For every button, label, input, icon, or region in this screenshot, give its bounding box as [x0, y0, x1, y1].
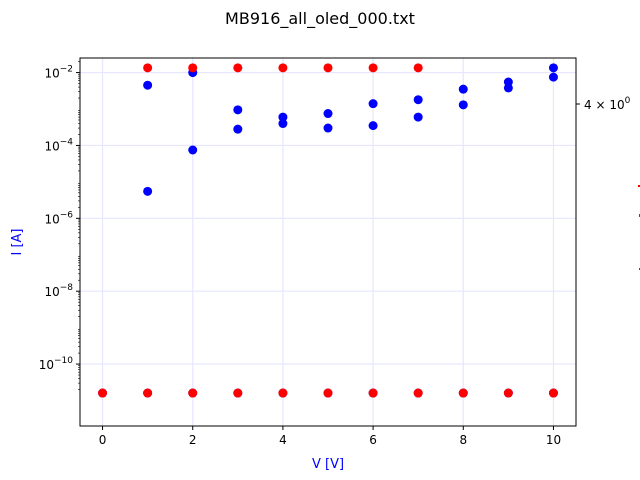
right-axis-point: [548, 388, 558, 398]
right-axis-point: [188, 388, 198, 398]
x-tick-label: 10: [546, 433, 561, 447]
current-point: [323, 123, 333, 133]
right-axis-point: [413, 63, 423, 73]
right-axis-point: [458, 388, 468, 398]
current-point: [233, 124, 243, 134]
right-axis-point: [413, 388, 423, 398]
current-point: [233, 105, 243, 115]
right-axis-point: [143, 388, 153, 398]
right-axis-point: [323, 63, 333, 73]
x-tick-label: 4: [279, 433, 287, 447]
right-axis-point: [503, 388, 513, 398]
y2-tick-label: 4 × 100: [584, 96, 631, 112]
current-point: [458, 100, 468, 110]
current-point: [548, 72, 558, 82]
current-point: [143, 80, 153, 90]
data-points: [98, 63, 558, 398]
current-point: [278, 119, 288, 129]
plot-frame: [79, 57, 577, 427]
right-axis-point: [98, 388, 108, 398]
current-point: [143, 186, 153, 196]
right-axis-point: [278, 388, 288, 398]
current-point: [503, 77, 513, 87]
current-point: [368, 121, 378, 131]
x-tick-label: 8: [459, 433, 467, 447]
current-point: [323, 109, 333, 119]
right-y-axis: 4 × 100: [576, 96, 631, 112]
y-axis: 10−2 10−4 10−6 10−8 10−10: [39, 61, 80, 390]
right-axis-point: [278, 63, 288, 73]
y-tick-label: 10−2: [44, 65, 73, 81]
x-tick-label: 0: [99, 433, 107, 447]
right-axis-point: [323, 388, 333, 398]
y-tick-label: 10−6: [44, 210, 73, 226]
right-axis-point: [368, 388, 378, 398]
current-point: [368, 99, 378, 109]
y-tick-label: 10−10: [39, 356, 74, 372]
right-axis-point: [143, 63, 153, 73]
current-point: [413, 112, 423, 122]
y-tick-label: 10−4: [44, 137, 73, 153]
x-tick-label: 6: [369, 433, 377, 447]
right-axis-label-fragment: [638, 185, 640, 187]
current-point: [188, 145, 198, 155]
x-tick-label: 2: [189, 433, 197, 447]
current-point: [548, 63, 558, 73]
right-axis-point: [233, 388, 243, 398]
chart-title: MB916_all_oled_000.txt: [225, 9, 415, 29]
current-point: [278, 112, 288, 122]
y-tick-label: 10−8: [44, 283, 73, 299]
x-axis-label: V [V]: [312, 457, 344, 472]
x-axis: 0 2 4 6 8 10: [99, 426, 561, 447]
y-axis-label: I [A]: [10, 228, 25, 255]
right-axis-point: [188, 63, 198, 73]
current-point: [458, 84, 468, 94]
current-point: [413, 95, 423, 105]
right-axis-point: [233, 63, 243, 73]
right-axis-point: [368, 63, 378, 73]
